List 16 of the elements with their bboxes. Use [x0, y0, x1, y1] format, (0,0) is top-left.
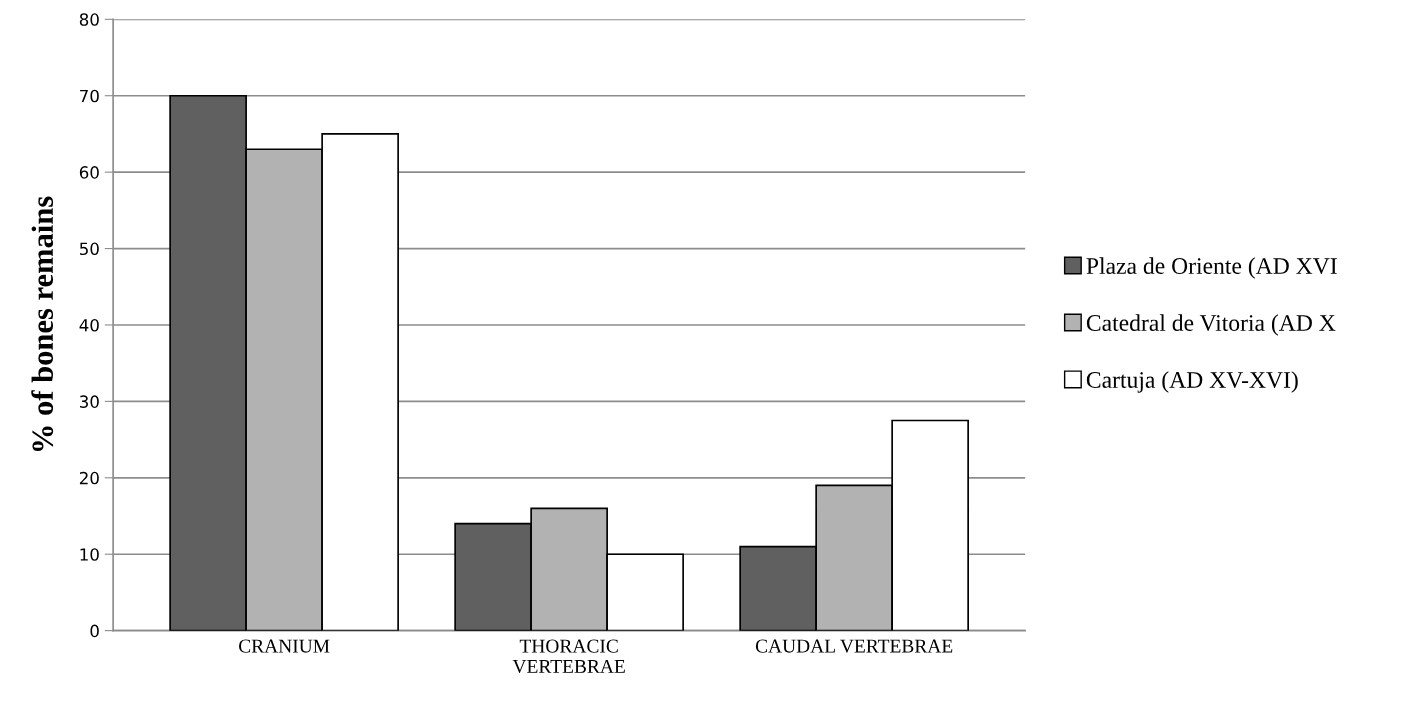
y-tick-label: 20	[79, 471, 99, 485]
legend-label: Plaza de Oriente (AD XVI	[1086, 257, 1337, 279]
y-axis-title: % of bones remains	[31, 196, 54, 451]
y-tick-label: 80	[79, 13, 99, 26]
legend-label: Cartuja (AD XV-XVI)	[1086, 371, 1298, 393]
y-tick-label: 50	[80, 242, 99, 256]
y-tick-label: 30	[79, 395, 99, 408]
x-tick-label: CRANIUM	[239, 639, 330, 653]
x-tick-label: CAUDAL VERTEBRAE	[755, 639, 953, 653]
y-tick-label: 40	[79, 318, 99, 332]
y-tick-label: 0	[90, 624, 99, 638]
y-tick-label: 60	[79, 166, 99, 179]
y-tick-label: 70	[80, 89, 99, 103]
y-tick-label: 10	[80, 548, 99, 561]
x-tick-label: THORACIC VERTEBRAE	[512, 639, 625, 674]
legend-label: Catedral de Vitoria (AD X	[1086, 314, 1336, 336]
